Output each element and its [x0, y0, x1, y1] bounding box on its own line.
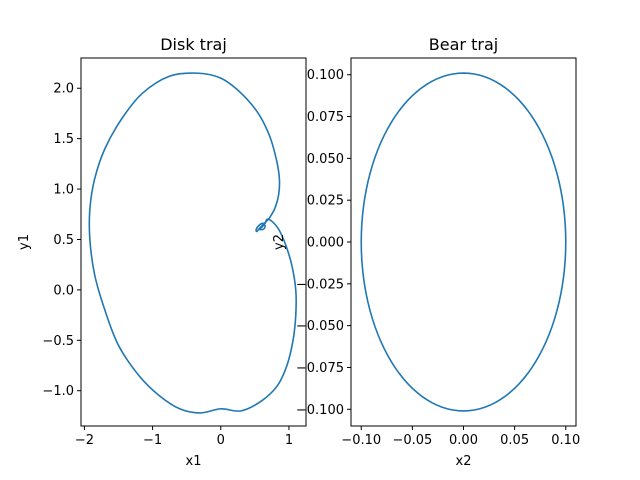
x-tick-label: −0.05 [392, 433, 432, 448]
x-axis-label: x2 [456, 454, 472, 469]
y-tick-label: 0.075 [307, 110, 344, 125]
y-tick-label: 0.0 [53, 283, 74, 298]
y-tick-label: 0.050 [307, 152, 344, 167]
y-tick-label: 1.5 [53, 132, 74, 147]
y-axis-label: y1 [17, 234, 32, 250]
y-axis-label: y2 [272, 234, 287, 250]
y-tick-label: −0.075 [296, 361, 344, 376]
x-tick-label: 0.10 [551, 433, 580, 448]
plot-title: Disk traj [160, 35, 227, 54]
y-tick-label: −0.100 [296, 403, 344, 418]
y-tick-label: −0.025 [296, 277, 344, 292]
series-line-0 [88, 72, 297, 414]
y-tick-label: −1.0 [42, 384, 74, 399]
y-tick-label: 0.100 [307, 68, 344, 83]
y-tick-label: 1.0 [53, 183, 74, 198]
x-tick-label: 0.00 [449, 433, 478, 448]
y-tick-label: −0.050 [296, 319, 344, 334]
x-axis-label: x1 [186, 454, 202, 469]
plot-title: Bear traj [429, 35, 498, 54]
x-tick-label: −0.10 [341, 433, 381, 448]
disk-traj-panel: −2 −1 0 1 −1.0 −0.5 0.0 0.5 1.0 1.5 2.0 Disk traj x1… [17, 35, 307, 469]
y-tick-label: 0.000 [307, 236, 344, 251]
y-tick-label: 0.5 [53, 233, 74, 248]
plot-frame [80, 57, 307, 427]
bear-traj-panel: −0.10 −0.05 0.00 0.05 0.10 −0.100 −0.075 −0.050… [272, 35, 580, 469]
y-tick-label: −0.5 [42, 334, 74, 349]
x-tick-label: 0 [217, 433, 225, 448]
x-tick-label: 1 [285, 433, 293, 448]
y-tick-label: 2.0 [53, 82, 74, 97]
x-tick-label: −1 [143, 433, 162, 448]
series-line-0 [360, 72, 567, 412]
y-tick-label: 0.025 [307, 194, 344, 209]
x-tick-label: −2 [75, 433, 94, 448]
x-tick-label: 0.05 [500, 433, 529, 448]
